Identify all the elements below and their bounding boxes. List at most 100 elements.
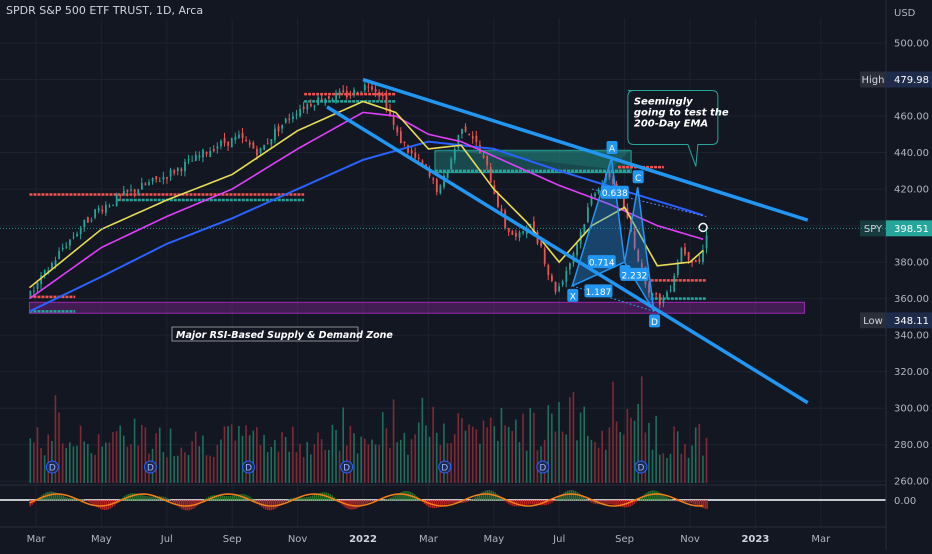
oscillator-bar [400, 492, 402, 501]
candle-body [475, 135, 478, 143]
dividend-marker[interactable] [634, 460, 648, 474]
volume-bar [191, 441, 193, 483]
oscillator-bar [433, 500, 436, 509]
oscillator-bar [270, 500, 273, 511]
candle-body [338, 91, 341, 95]
candle-body [443, 175, 445, 188]
volume-bar [371, 439, 373, 483]
volume-bar [461, 418, 463, 483]
oscillator-bar [380, 499, 383, 501]
candle-body [295, 114, 298, 116]
volume-bar [126, 446, 129, 483]
volume-bar [684, 444, 686, 483]
dividend-marker[interactable] [45, 460, 59, 474]
dividend-marker[interactable] [143, 460, 157, 474]
candle-body [392, 115, 395, 125]
oscillator-bar [616, 500, 618, 506]
oscillator-bar [602, 500, 604, 505]
volume-bar [266, 452, 269, 483]
volume-bar [238, 425, 240, 483]
volume-bar [349, 425, 352, 483]
oscillator-bar [364, 500, 367, 504]
yaxis-tick-label: 320.00 [894, 367, 929, 378]
volume-bar [669, 453, 672, 483]
volume-bar [648, 422, 650, 483]
upper-trendline [362, 77, 809, 222]
marker-label: High [862, 75, 885, 86]
candle-body [259, 148, 262, 154]
oscillator-bar [300, 497, 302, 501]
candle-body [349, 94, 352, 96]
dividend-marker[interactable] [340, 460, 354, 474]
oscillator-bar [504, 500, 506, 502]
oscillator-bar [484, 490, 487, 501]
candle-body [363, 84, 366, 91]
candle-body [331, 99, 334, 101]
oscillator-bar [576, 492, 579, 501]
oscillator-bar [90, 500, 92, 504]
volume-bar [313, 444, 316, 483]
oscillator-bar [251, 498, 253, 501]
volume-bar [651, 449, 654, 483]
candle-body [166, 177, 168, 179]
volume-bar [158, 427, 161, 483]
volume-bar [140, 424, 143, 483]
marker-value: 348.11 [894, 316, 929, 327]
oscillator-bar [584, 498, 587, 501]
dividend-marker[interactable] [242, 460, 256, 474]
volume-bar [601, 430, 603, 483]
volume-bar [40, 448, 42, 483]
oscillator-bar [382, 499, 385, 501]
oscillator-bar [455, 500, 457, 504]
oscillator-bar [682, 500, 685, 502]
oscillator-bar [474, 496, 477, 501]
oscillator-bar [551, 500, 553, 503]
candle-body [191, 160, 194, 162]
oscillator-bar [631, 500, 634, 506]
volume-bar [565, 434, 568, 483]
oscillator-bar [478, 494, 481, 501]
dividend-marker[interactable] [536, 460, 550, 474]
oscillator-bar [135, 493, 137, 501]
oscillator-bar [282, 500, 285, 504]
pattern-ratio-label: 0.714 [589, 259, 615, 269]
volume-bar [576, 440, 578, 483]
yaxis-tick-label: 420.00 [894, 185, 929, 196]
candle-body [371, 86, 373, 90]
volume-bar [302, 457, 305, 483]
oscillator-bar [302, 497, 304, 501]
volume-bar [608, 427, 611, 483]
volume-bar [410, 439, 413, 483]
candle-body [112, 204, 114, 206]
oscillator-bar [696, 500, 699, 506]
xaxis-tick-label: Sep [223, 534, 242, 545]
volume-bar [72, 446, 75, 483]
oscillator-bar [700, 500, 702, 508]
oscillator-bar [196, 500, 198, 506]
oscillator-bar [180, 500, 183, 509]
oscillator-bar [443, 500, 445, 506]
oscillator-bar [229, 495, 232, 501]
candle-body [65, 246, 68, 248]
candle-body [583, 224, 586, 234]
dividend-marker-label: D [147, 464, 154, 474]
candle-body [590, 195, 593, 205]
yaxis-tick-label: 260.00 [894, 477, 929, 488]
candle-body [651, 293, 654, 296]
volume-bar [403, 432, 406, 483]
volume-bar [180, 447, 183, 483]
oscillator-bar [200, 500, 202, 503]
volume-bar [497, 440, 499, 483]
volume-bar [500, 407, 503, 483]
dividend-marker[interactable] [438, 460, 452, 474]
candle-body [302, 106, 305, 109]
oscillator-bar [563, 492, 565, 501]
candle-body [702, 249, 704, 262]
yaxis-tick-label: 440.00 [894, 148, 929, 159]
candle-body [464, 126, 467, 132]
oscillator-bar [249, 496, 251, 501]
volume-bar [176, 455, 179, 483]
volume-bar [216, 444, 219, 483]
